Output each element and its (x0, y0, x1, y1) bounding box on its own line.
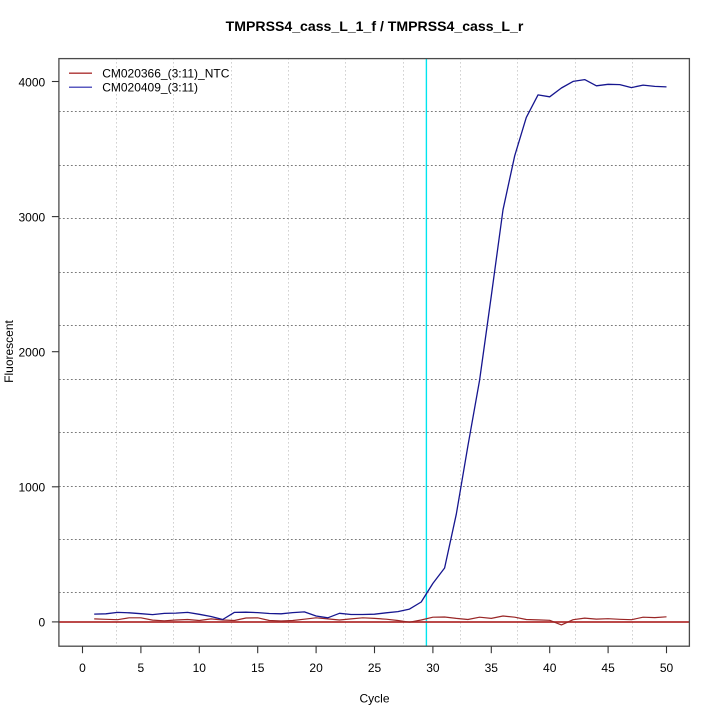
svg-text:20: 20 (309, 661, 323, 675)
svg-text:10: 10 (193, 661, 207, 675)
svg-text:3000: 3000 (18, 210, 45, 224)
svg-text:Cycle: Cycle (359, 692, 389, 706)
svg-text:35: 35 (485, 661, 499, 675)
svg-text:CM020409_(3:11): CM020409_(3:11) (102, 80, 198, 94)
svg-text:25: 25 (368, 661, 382, 675)
svg-text:1000: 1000 (18, 481, 45, 495)
svg-text:45: 45 (601, 661, 615, 675)
svg-text:0: 0 (79, 661, 86, 675)
svg-text:50: 50 (660, 661, 674, 675)
svg-text:40: 40 (543, 661, 557, 675)
svg-text:TMPRSS4_cass_L_1_f / TMPRSS4_c: TMPRSS4_cass_L_1_f / TMPRSS4_cass_L_r (226, 18, 524, 34)
svg-text:Fluorescent: Fluorescent (2, 319, 16, 382)
svg-text:30: 30 (426, 661, 440, 675)
svg-text:5: 5 (138, 661, 145, 675)
svg-text:15: 15 (251, 661, 265, 675)
svg-text:2000: 2000 (18, 346, 45, 360)
svg-text:CM020366_(3:11)_NTC: CM020366_(3:11)_NTC (102, 66, 230, 80)
svg-text:4000: 4000 (18, 75, 45, 89)
svg-text:0: 0 (39, 616, 46, 630)
